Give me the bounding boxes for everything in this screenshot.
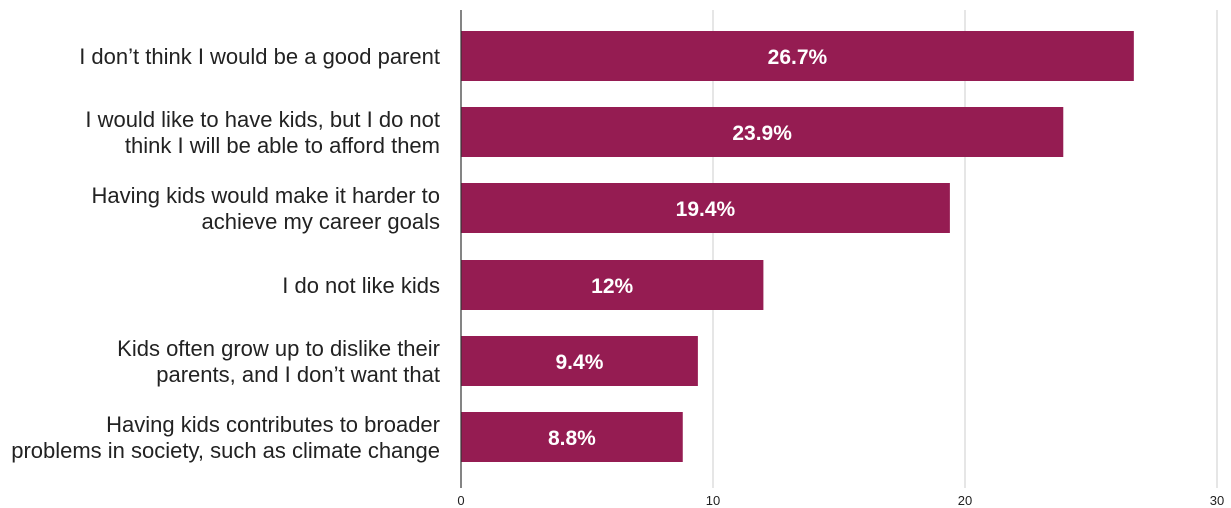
- bar-value-label-5: 9.4%: [556, 351, 604, 374]
- category-label-1: I don’t think I would be a good parent: [79, 44, 440, 69]
- category-label-6-line-1: Having kids contributes to broader: [106, 412, 440, 437]
- category-label-1-line-1: I don’t think I would be a good parent: [79, 44, 440, 69]
- x-tick-label-30: 30: [1210, 493, 1224, 508]
- bar-1: [461, 31, 1134, 81]
- category-label-5-line-1: Kids often grow up to dislike their: [117, 336, 440, 361]
- category-label-4: I do not like kids: [282, 273, 440, 298]
- category-label-4-line-1: I do not like kids: [282, 273, 440, 298]
- category-label-6: Having kids contributes to broader proble…: [11, 412, 440, 463]
- category-label-3-line-2: achieve my career goals: [202, 209, 440, 234]
- bar-4: [461, 260, 764, 310]
- category-label-2: I would like to have kids, but I do not t…: [85, 107, 440, 158]
- category-label-3: Having kids would make it harder to achie…: [92, 183, 441, 234]
- bar-value-label-1: 26.7%: [768, 46, 828, 69]
- category-label-2-line-1: I would like to have kids, but I do not: [85, 107, 440, 132]
- bar-5: [461, 336, 698, 386]
- category-label-5: Kids often grow up to dislike their paren…: [117, 336, 440, 387]
- category-label-5-line-2: parents, and I don’t want that: [156, 362, 440, 387]
- value-labels: 26.7% 23.9% 19.4% 12% 9.4% 8.8%: [548, 46, 828, 450]
- bar-6: [461, 412, 683, 462]
- category-labels: I don’t think I would be a good parent I …: [11, 44, 440, 463]
- x-tick-label-0: 0: [457, 493, 464, 508]
- x-tick-label-10: 10: [706, 493, 720, 508]
- bar-3: [461, 183, 950, 233]
- bar-value-label-6: 8.8%: [548, 427, 596, 450]
- category-label-3-line-1: Having kids would make it harder to: [92, 183, 441, 208]
- x-tick-labels: 0 10 20 30: [457, 493, 1224, 508]
- bars: [461, 31, 1134, 462]
- bar-2: [461, 107, 1064, 157]
- category-label-6-line-2: problems in society, such as climate cha…: [11, 438, 440, 463]
- x-tick-label-20: 20: [958, 493, 972, 508]
- bar-value-label-2: 23.9%: [732, 122, 792, 145]
- category-label-2-line-2: think I will be able to afford them: [125, 133, 440, 158]
- grid-lines: [712, 10, 1218, 488]
- bar-value-label-3: 19.4%: [676, 198, 736, 221]
- bar-value-label-4: 12%: [591, 275, 633, 298]
